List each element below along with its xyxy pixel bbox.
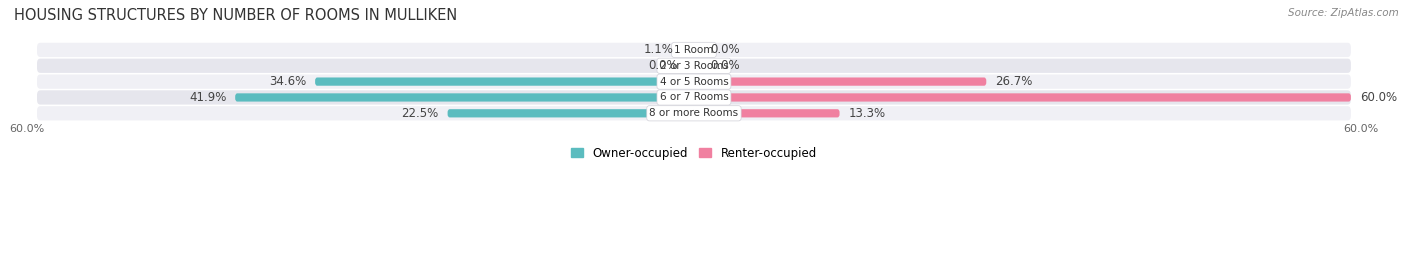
Text: HOUSING STRUCTURES BY NUMBER OF ROOMS IN MULLIKEN: HOUSING STRUCTURES BY NUMBER OF ROOMS IN… — [14, 8, 457, 23]
FancyBboxPatch shape — [37, 90, 1351, 104]
Text: 60.0%: 60.0% — [1343, 124, 1378, 134]
Text: 1 Room: 1 Room — [675, 45, 714, 55]
FancyBboxPatch shape — [37, 59, 1351, 73]
Text: Source: ZipAtlas.com: Source: ZipAtlas.com — [1288, 8, 1399, 18]
Text: 1.1%: 1.1% — [644, 43, 673, 56]
Text: 13.3%: 13.3% — [848, 107, 886, 120]
FancyBboxPatch shape — [235, 93, 695, 102]
FancyBboxPatch shape — [37, 43, 1351, 57]
Text: 6 or 7 Rooms: 6 or 7 Rooms — [659, 92, 728, 102]
Text: 8 or more Rooms: 8 or more Rooms — [650, 108, 738, 118]
Text: 0.0%: 0.0% — [710, 43, 740, 56]
FancyBboxPatch shape — [37, 75, 1351, 89]
Legend: Owner-occupied, Renter-occupied: Owner-occupied, Renter-occupied — [567, 142, 821, 164]
Text: 60.0%: 60.0% — [1360, 91, 1396, 104]
FancyBboxPatch shape — [37, 106, 1351, 120]
FancyBboxPatch shape — [682, 46, 695, 54]
Text: 34.6%: 34.6% — [269, 75, 307, 88]
Text: 41.9%: 41.9% — [188, 91, 226, 104]
Text: 4 or 5 Rooms: 4 or 5 Rooms — [659, 77, 728, 87]
FancyBboxPatch shape — [695, 109, 839, 117]
FancyBboxPatch shape — [695, 77, 986, 86]
Text: 22.5%: 22.5% — [402, 107, 439, 120]
FancyBboxPatch shape — [315, 77, 695, 86]
FancyBboxPatch shape — [447, 109, 695, 117]
Text: 2 or 3 Rooms: 2 or 3 Rooms — [659, 61, 728, 71]
Text: 60.0%: 60.0% — [10, 124, 45, 134]
Text: 0.0%: 0.0% — [710, 59, 740, 72]
Text: 26.7%: 26.7% — [995, 75, 1032, 88]
FancyBboxPatch shape — [695, 93, 1351, 102]
Text: 0.0%: 0.0% — [648, 59, 678, 72]
